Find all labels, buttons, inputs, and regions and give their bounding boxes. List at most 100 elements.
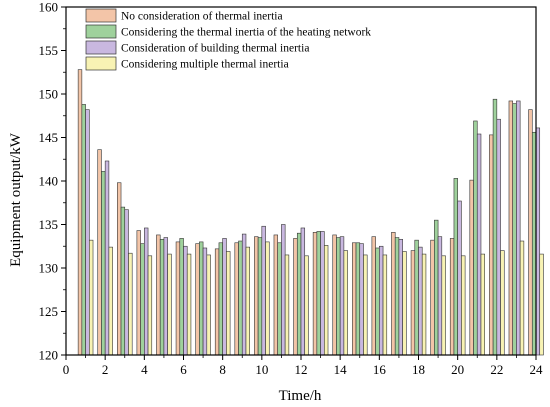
bar-s2-h14 <box>336 237 341 356</box>
bar-s1-h16 <box>371 236 376 356</box>
bar-s4-h10 <box>265 241 270 356</box>
y-axis: 120 125 130 135 140 145 150 155 160 <box>39 0 66 363</box>
bar-s4-h17 <box>402 251 407 356</box>
x-axis-title: Time/h <box>279 388 322 404</box>
bar-s4-h9 <box>245 246 250 356</box>
bar-s3-h10 <box>261 225 266 356</box>
bar-s3-h1 <box>85 109 90 356</box>
bar-s2-h2 <box>101 171 106 356</box>
bar-s2-h8 <box>218 242 223 356</box>
bar-s4-h20 <box>461 255 466 356</box>
bar-s1-h10 <box>254 236 259 356</box>
legend-swatch-1 <box>85 8 117 23</box>
x-tick-label-4: 4 <box>141 362 148 377</box>
bar-s2-h23 <box>512 103 517 356</box>
bar-s3-h12 <box>300 227 306 356</box>
bar-s1-h4 <box>136 230 141 356</box>
bar-s1-h8 <box>214 248 220 356</box>
y-tick-label-145: 145 <box>39 130 59 145</box>
x-tick-label-12: 12 <box>295 362 308 377</box>
bar-s3-h23 <box>516 100 521 356</box>
bar-s2-h4 <box>140 243 145 356</box>
bar-s3-h21 <box>476 133 482 356</box>
bar-s3-h6 <box>183 245 188 356</box>
x-tick-label-2: 2 <box>102 362 109 377</box>
bar-s2-h7 <box>199 241 204 356</box>
bar-s4-h15 <box>363 254 368 356</box>
bar-s1-h1 <box>77 69 83 356</box>
y-tick-label-155: 155 <box>39 43 59 58</box>
bar-s4-h21 <box>480 253 485 356</box>
x-tick-label-22: 22 <box>490 362 503 377</box>
x-tick-label-24: 24 <box>530 362 544 377</box>
bar-s3-h22 <box>496 118 501 356</box>
bar-s2-h13 <box>316 231 321 356</box>
bar-s1-h24 <box>528 109 533 356</box>
y-axis-title: Equipment output/kW <box>8 132 24 267</box>
x-tick-label-18: 18 <box>412 362 425 377</box>
legend-label-4: Considering multiple thermal inertia <box>121 59 289 71</box>
bar-s2-h21 <box>473 120 478 356</box>
bar-s1-h9 <box>234 242 239 356</box>
bar-s4-h2 <box>108 246 113 356</box>
bar-s2-h17 <box>394 237 400 356</box>
bar-s4-h7 <box>206 254 211 356</box>
bar-s3-h9 <box>241 233 247 356</box>
bar-s3-h19 <box>437 236 443 356</box>
y-tick-label-135: 135 <box>39 217 59 232</box>
bar-s1-h17 <box>391 232 396 356</box>
legend-label-2: Considering the thermal inertia of the h… <box>121 27 371 39</box>
bar-s4-h19 <box>441 255 446 356</box>
x-tick-label-14: 14 <box>334 362 348 377</box>
bar-s2-h3 <box>120 206 126 356</box>
bar-s2-h10 <box>257 237 263 356</box>
bar-s1-h18 <box>410 250 416 356</box>
bar-s2-h5 <box>159 238 165 356</box>
bar-s3-h11 <box>281 224 286 356</box>
bar-s4-h13 <box>323 245 329 356</box>
y-tick-label-125: 125 <box>39 304 59 319</box>
bar-s1-h19 <box>430 239 435 356</box>
legend-label-3: Consideration of building thermal inerti… <box>121 43 309 55</box>
bar-s3-h18 <box>418 246 423 356</box>
x-tick-label-10: 10 <box>255 362 268 377</box>
bar-s1-h22 <box>489 134 494 356</box>
legend-swatch-2 <box>85 24 117 39</box>
x-tick-label-8: 8 <box>219 362 226 377</box>
bar-s1-h21 <box>469 179 474 356</box>
y-tick-label-160: 160 <box>39 0 59 15</box>
bar-s3-h13 <box>320 231 325 356</box>
bar-s4-h6 <box>186 253 192 356</box>
legend-label-1: No consideration of thermal inertia <box>121 11 283 23</box>
legend-swatch-3 <box>85 40 117 55</box>
y-tick-label-140: 140 <box>39 174 59 189</box>
bar-s4-h3 <box>128 252 133 356</box>
bar-s2-h6 <box>179 238 184 356</box>
bar-s2-h9 <box>238 240 243 356</box>
bar-s4-h5 <box>167 253 172 356</box>
bar-s2-h16 <box>375 247 380 356</box>
bar-s4-h24 <box>539 253 544 356</box>
y-tick-label-120: 120 <box>39 348 59 363</box>
bar-s1-h15 <box>352 242 357 356</box>
x-tick-label-6: 6 <box>180 362 187 377</box>
bar-s3-h17 <box>398 238 403 356</box>
x-axis: 0 2 4 6 8 10 12 14 16 18 20 22 24 <box>63 355 543 377</box>
bar-s1-h20 <box>449 238 455 356</box>
bar-s3-h20 <box>457 200 462 356</box>
bar-s4-h12 <box>304 255 309 356</box>
bar-s2-h20 <box>453 178 458 356</box>
bar-s3-h4 <box>144 227 149 356</box>
x-tick-label-0: 0 <box>63 362 70 377</box>
bar-s3-h2 <box>104 160 110 356</box>
bar-s4-h8 <box>226 251 231 356</box>
y-tick-label-150: 150 <box>39 87 59 102</box>
bar-s1-h6 <box>175 241 181 356</box>
bar-s2-h19 <box>434 219 439 356</box>
bar-s4-h23 <box>519 240 525 356</box>
bar-s4-h4 <box>147 255 153 356</box>
bar-s1-h23 <box>508 100 514 356</box>
bar-s2-h11 <box>277 242 282 356</box>
bar-s1-h14 <box>332 234 337 356</box>
